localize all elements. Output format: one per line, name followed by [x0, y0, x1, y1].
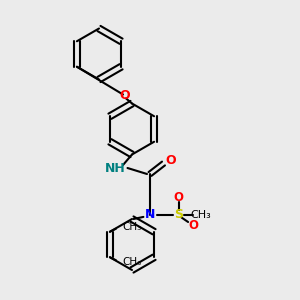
Text: CH₃: CH₃: [122, 257, 141, 267]
Text: CH₃: CH₃: [122, 222, 141, 232]
Text: O: O: [188, 219, 198, 232]
Text: O: O: [166, 154, 176, 167]
Text: CH₃: CH₃: [190, 209, 212, 220]
Text: NH: NH: [105, 161, 126, 175]
Text: O: O: [173, 190, 184, 204]
Text: S: S: [174, 208, 183, 221]
Text: N: N: [145, 208, 155, 221]
Text: O: O: [119, 89, 130, 103]
